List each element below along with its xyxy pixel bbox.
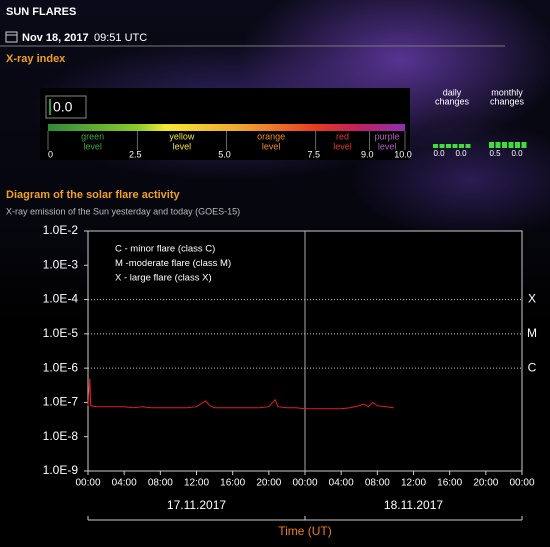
changes-title: daily [443,87,462,97]
index-value: 0.0 [53,99,73,115]
y-tick-label: 1.0E-4 [43,292,79,306]
changes-title: monthly [491,87,523,97]
title: SUN FLARES [6,6,76,18]
x-tick-label: 20:00 [473,478,498,489]
legend-note: X - large flare (class X) [115,273,212,284]
x-tick-label: 00:00 [509,478,534,489]
level-name: red [336,131,349,141]
level-word: level [333,141,352,151]
x-tick-label: 16:00 [220,478,245,489]
changes-value: 0.0 [455,149,467,158]
changes-bar [502,142,507,148]
level-word: level [173,141,192,151]
level-word: level [83,141,102,151]
x-tick-label: 08:00 [365,478,390,489]
y-tick-label: 1.0E-9 [43,463,79,477]
changes-value: 0.0 [433,149,445,158]
changes-bar [459,144,464,148]
scale-label: 9.0 [361,149,374,159]
level-name: purple [375,131,400,141]
y-tick-label: 1.0E-2 [43,223,79,237]
changes-bar [489,142,494,148]
changes-value: 0.0 [511,149,523,158]
section-title: X-ray index [6,53,66,65]
changes-value: 0.5 [489,149,501,158]
changes-bar [508,142,514,148]
x-tick-label: 12:00 [184,478,209,489]
changes-bar [465,144,471,148]
x-tick-label: 04:00 [112,478,137,489]
y-tick-label: 1.0E-5 [43,326,79,340]
level-name: green [81,131,104,141]
x-tick-label: 04:00 [329,478,354,489]
level-name: orange [257,131,285,141]
x-tick-label: 20:00 [256,478,281,489]
flux-line [87,378,394,410]
legend-note: C - minor flare (class C) [115,244,215,255]
changes-bar [439,144,445,148]
legend-note: M -moderate flare (class M) [115,258,231,269]
x-axis-label: Time (UT) [278,524,332,538]
scale-label: 5.0 [218,149,231,159]
threshold-label: M [527,326,537,340]
level-bar [48,124,405,131]
day-label: 17.11.2017 [167,498,226,512]
scale-label: 10.0 [394,149,412,159]
scale-label: 7.5 [307,149,320,159]
changes-bar [433,144,438,148]
x-tick-label: 16:00 [437,478,462,489]
y-tick-label: 1.0E-6 [43,360,79,374]
day-label: 18.11.2017 [384,498,443,512]
changes-bar [495,142,501,148]
threshold-label: X [528,292,536,306]
level-name: yellow [169,131,195,141]
y-tick-label: 1.0E-8 [43,429,79,443]
chart-subtitle: X-ray emission of the Sun yesterday and … [6,206,240,216]
changes-title: changes [435,96,470,106]
changes-bar [452,144,458,148]
changes-title: changes [490,96,525,106]
calendar-icon [5,31,18,43]
changes-bar [515,142,520,148]
changes-bar [446,144,451,148]
index-display [45,95,87,119]
scale-label: 0 [48,149,53,159]
x-tick-label: 12:00 [401,478,426,489]
time: 09:51 UTC [94,32,147,44]
scale-label: 2.5 [129,149,142,159]
chart-title: Diagram of the solar flare activity [6,189,180,201]
y-tick-label: 1.0E-3 [43,257,79,271]
level-word: level [262,141,281,151]
x-tick-label: 00:00 [292,478,317,489]
level-word: level [378,141,397,151]
xlabel-box [273,523,337,541]
x-tick-label: 00:00 [75,478,100,489]
threshold-label: C [528,360,537,374]
changes-bar [521,142,527,148]
y-tick-label: 1.0E-7 [43,395,79,409]
date: Nov 18, 2017 [22,32,89,44]
x-tick-label: 08:00 [148,478,173,489]
